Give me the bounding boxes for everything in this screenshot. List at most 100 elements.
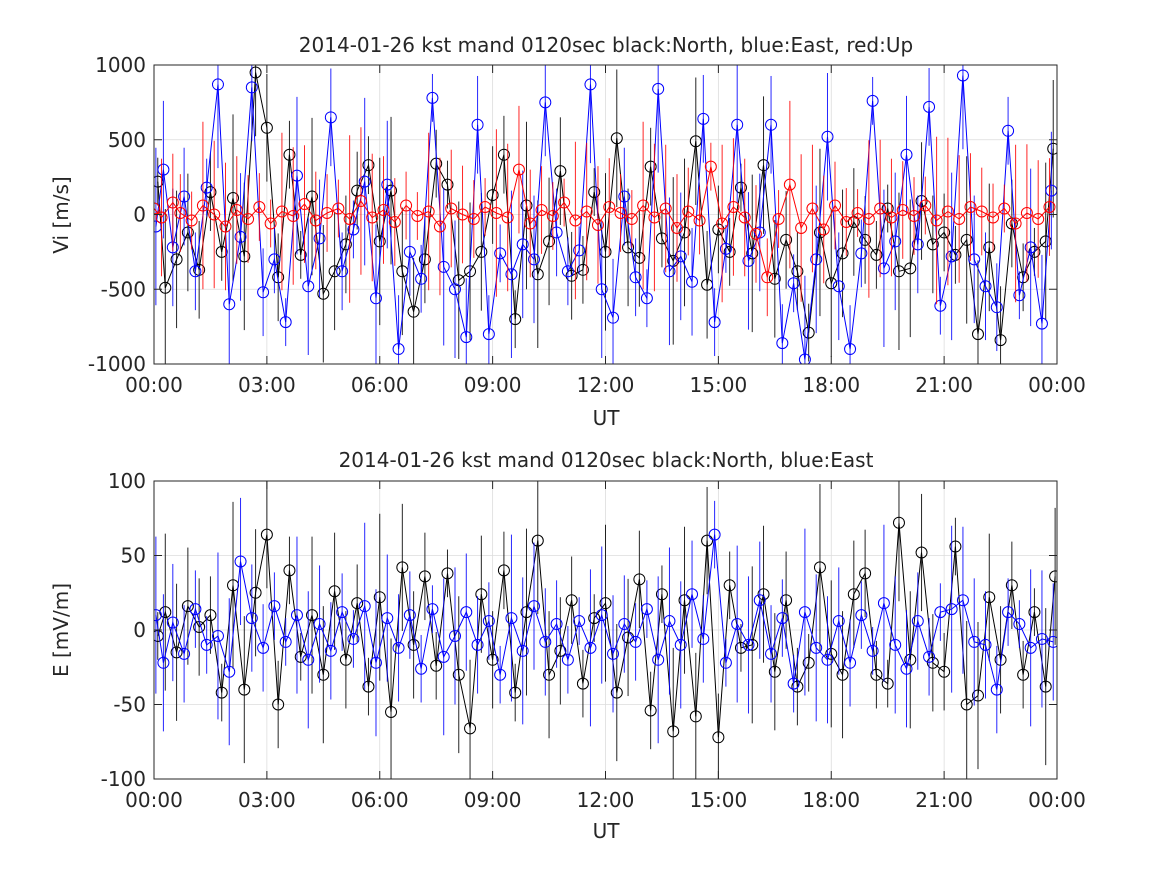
data-point [486, 653, 499, 666]
data-point [765, 647, 778, 660]
y-tick-label: 50 [121, 544, 146, 568]
y-tick-label: -50 [113, 693, 146, 717]
data-point [211, 629, 224, 642]
data-point [719, 656, 732, 669]
data-point [227, 192, 240, 205]
data-point [919, 199, 932, 212]
data-point [938, 226, 951, 239]
data-point [855, 609, 868, 622]
data-point [234, 555, 247, 568]
data-point [844, 343, 857, 356]
data-point [776, 337, 789, 350]
data-point [851, 207, 864, 220]
data-point [347, 632, 360, 645]
data-point [426, 603, 439, 616]
data-point [336, 606, 349, 619]
data-point [358, 600, 371, 613]
data-point [813, 226, 826, 239]
data-point [550, 226, 563, 239]
data-point [283, 564, 296, 577]
data-point [166, 616, 179, 629]
data-point [573, 615, 586, 628]
data-point [166, 196, 179, 209]
data-point [618, 190, 631, 203]
data-point [377, 204, 390, 217]
data-point [516, 238, 529, 251]
data-point [723, 245, 736, 258]
data-point [889, 638, 902, 651]
data-point [283, 148, 296, 161]
data-point [652, 653, 665, 666]
data-point [896, 204, 909, 217]
data-point [561, 653, 574, 666]
data-point [915, 546, 928, 559]
data-point [535, 204, 548, 217]
data-point [294, 650, 307, 663]
data-point [245, 612, 258, 625]
data-point [358, 175, 371, 188]
data-point [746, 247, 759, 260]
data-point [407, 305, 420, 318]
data-point [908, 209, 921, 222]
data-point [204, 186, 217, 199]
data-point [501, 211, 514, 224]
data-point [870, 248, 883, 261]
data-point [524, 217, 537, 230]
data-point [381, 612, 394, 625]
data-point [595, 283, 608, 296]
data-point [900, 148, 913, 161]
data-point [938, 665, 951, 678]
data-point [576, 677, 589, 690]
data-point [543, 235, 556, 248]
data-point [200, 638, 213, 651]
data-point [599, 597, 612, 610]
data-point [633, 251, 646, 264]
data-point [780, 594, 793, 607]
data-point [565, 594, 578, 607]
data-point [249, 586, 262, 599]
data-point [787, 277, 800, 290]
plot-area [154, 65, 1057, 364]
data-point [298, 198, 311, 211]
data-point [550, 618, 563, 631]
data-point [275, 205, 288, 218]
series-0 [154, 481, 1057, 779]
data-point [336, 265, 349, 278]
data-point [505, 612, 518, 625]
data-point [238, 683, 251, 696]
data-point [362, 680, 375, 693]
data-point [460, 331, 473, 344]
data-point [1013, 618, 1026, 631]
velocity-x-axis-label: UT [593, 406, 621, 430]
x-tick-label: 15:00 [690, 373, 748, 397]
data-point [637, 199, 650, 212]
data-point [622, 631, 635, 644]
data-point [426, 91, 439, 104]
data-point [159, 606, 172, 619]
data-point [862, 212, 875, 225]
data-point [1049, 570, 1057, 583]
data-point [670, 221, 683, 234]
data-point [971, 328, 984, 341]
x-tick-label: 00:00 [1028, 373, 1086, 397]
data-point [475, 245, 488, 258]
data-point [625, 212, 638, 225]
data-point [185, 214, 198, 227]
data-point [1020, 207, 1033, 220]
efield-chart-title: 2014-01-26 kst mand 0120sec black:North,… [339, 448, 874, 472]
data-point [245, 81, 258, 94]
data-point [242, 212, 255, 225]
data-point [776, 612, 789, 625]
data-point [456, 208, 469, 221]
data-point [956, 594, 969, 607]
data-point [154, 202, 160, 215]
data-point [663, 615, 676, 628]
data-point [433, 220, 446, 233]
data-point [693, 214, 706, 227]
data-point [531, 268, 544, 281]
data-point [313, 618, 326, 631]
x-tick-label: 03:00 [238, 373, 296, 397]
data-point [633, 573, 646, 586]
data-point [509, 686, 522, 699]
y-tick-label: -1000 [88, 352, 146, 376]
